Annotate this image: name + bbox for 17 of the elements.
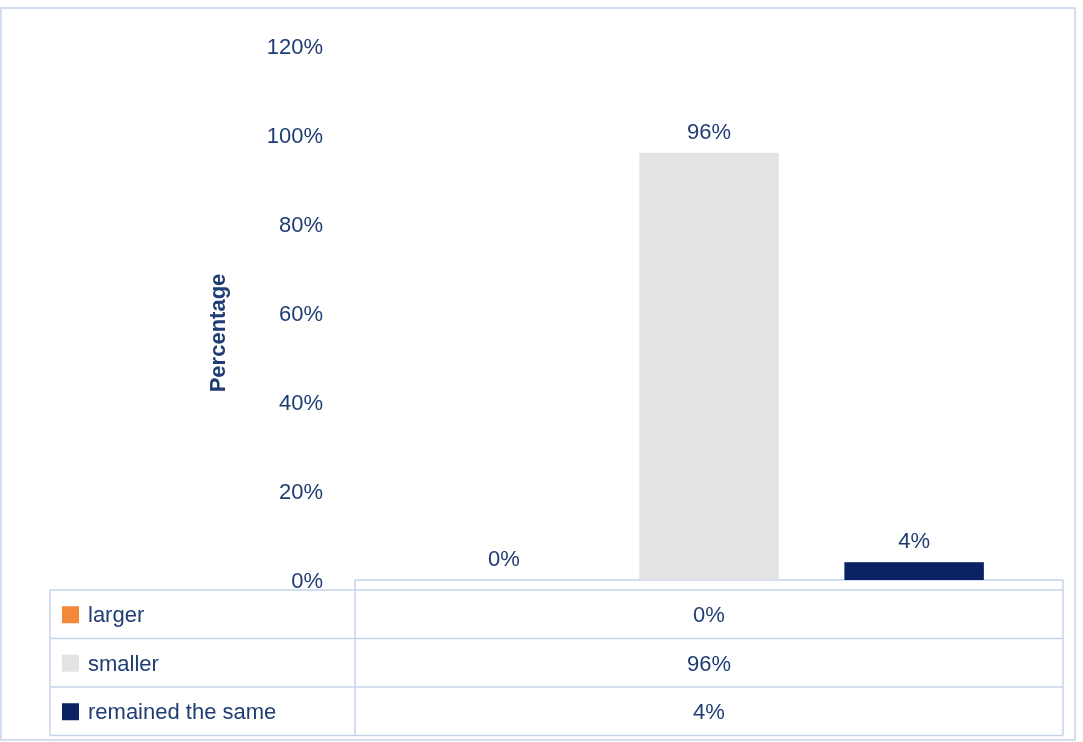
legend-label: remained the same	[88, 699, 277, 725]
text: 0%	[487, 546, 520, 571]
legend-label: smaller	[88, 650, 159, 676]
y-tick-label: 80%	[278, 212, 323, 237]
text: 96%	[686, 650, 732, 676]
y-tick-label: 120%	[266, 34, 323, 59]
legend-label: larger	[88, 602, 145, 628]
y-tick-label: 60%	[278, 301, 323, 326]
y-axis-title: Percentage	[205, 273, 230, 393]
y-tick-label: 20%	[278, 479, 323, 504]
text: 4%	[693, 699, 725, 725]
y-tick-label: 100%	[266, 123, 323, 148]
data-label: 0%	[693, 602, 725, 628]
data-label: 96%	[686, 118, 732, 144]
y-tick-label: 40%	[278, 390, 323, 415]
data-label: 4%	[898, 528, 931, 554]
y-tick-label: 0%	[291, 568, 323, 593]
